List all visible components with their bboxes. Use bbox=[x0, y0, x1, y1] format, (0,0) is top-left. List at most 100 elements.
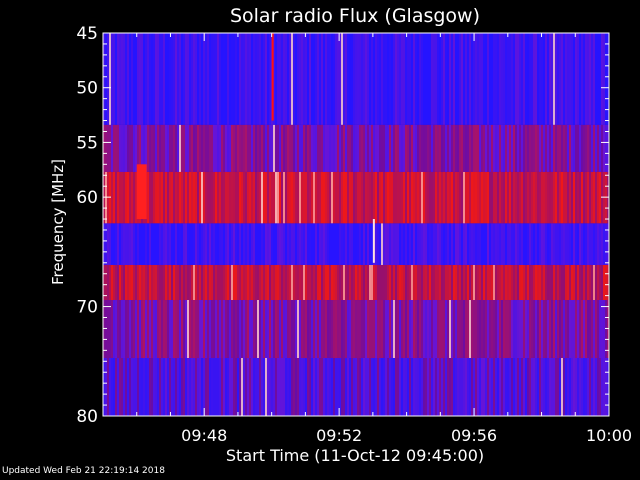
intensity-streak bbox=[371, 264, 373, 301]
intensity-streak bbox=[583, 223, 585, 265]
intensity-streak bbox=[299, 124, 301, 172]
intensity-streak bbox=[159, 223, 161, 265]
intensity-streak bbox=[335, 171, 337, 224]
intensity-streak bbox=[547, 171, 549, 224]
intensity-streak bbox=[105, 223, 107, 265]
intensity-streak bbox=[453, 223, 455, 265]
intensity-streak bbox=[439, 264, 441, 301]
intensity-streak bbox=[143, 358, 145, 416]
intensity-streak bbox=[219, 171, 221, 224]
intensity-streak bbox=[235, 223, 237, 265]
intensity-streak bbox=[563, 124, 565, 172]
intensity-streak bbox=[499, 300, 501, 359]
intensity-streak bbox=[561, 171, 563, 224]
intensity-streak bbox=[213, 358, 215, 416]
intensity-streak bbox=[345, 300, 347, 359]
intensity-streak bbox=[407, 124, 409, 172]
intensity-streak bbox=[219, 124, 221, 172]
intensity-streak bbox=[169, 223, 171, 265]
intensity-streak bbox=[395, 33, 397, 125]
intensity-streak bbox=[247, 264, 249, 301]
intensity-streak bbox=[595, 300, 597, 359]
intensity-streak bbox=[559, 124, 561, 172]
intensity-streak bbox=[199, 33, 201, 125]
intensity-streak bbox=[367, 171, 369, 224]
intensity-streak bbox=[443, 223, 445, 265]
intensity-streak bbox=[361, 264, 363, 301]
intensity-streak bbox=[165, 33, 167, 125]
intensity-streak bbox=[483, 171, 485, 224]
intensity-streak bbox=[261, 358, 263, 416]
intensity-streak bbox=[149, 124, 151, 172]
intensity-streak bbox=[167, 300, 169, 359]
intensity-streak bbox=[601, 171, 603, 224]
intensity-streak bbox=[491, 223, 493, 265]
intensity-streak bbox=[351, 124, 353, 172]
intensity-streak bbox=[141, 124, 143, 172]
intensity-streak bbox=[521, 124, 523, 172]
intensity-streak bbox=[441, 223, 443, 265]
intensity-streak bbox=[379, 358, 381, 416]
intensity-streak bbox=[503, 171, 505, 224]
intensity-streak bbox=[321, 171, 323, 224]
intensity-streak bbox=[595, 124, 597, 172]
intensity-streak bbox=[601, 300, 603, 359]
intensity-streak bbox=[571, 264, 573, 301]
intensity-streak bbox=[103, 33, 105, 125]
intensity-streak bbox=[411, 358, 413, 416]
intensity-streak bbox=[541, 33, 543, 125]
intensity-streak bbox=[155, 358, 157, 416]
intensity-streak bbox=[475, 171, 477, 224]
intensity-streak bbox=[173, 358, 175, 416]
intensity-streak bbox=[445, 358, 447, 416]
intensity-streak bbox=[133, 358, 135, 416]
intensity-streak bbox=[199, 358, 201, 416]
intensity-streak bbox=[287, 33, 289, 125]
intensity-streak bbox=[473, 171, 475, 224]
intensity-streak bbox=[123, 124, 125, 172]
intensity-streak bbox=[485, 33, 487, 125]
intensity-streak bbox=[485, 264, 487, 301]
intensity-streak bbox=[419, 264, 421, 301]
intensity-streak bbox=[301, 223, 303, 265]
intensity-streak bbox=[555, 264, 557, 301]
intensity-streak bbox=[491, 300, 493, 359]
intensity-streak bbox=[591, 124, 593, 172]
intensity-streak bbox=[543, 33, 545, 125]
intensity-streak bbox=[153, 33, 155, 125]
intensity-streak bbox=[107, 358, 109, 416]
intensity-streak bbox=[459, 33, 461, 125]
intensity-streak bbox=[327, 358, 329, 416]
intensity-streak bbox=[275, 300, 277, 359]
intensity-streak bbox=[145, 33, 147, 125]
intensity-streak bbox=[563, 264, 565, 301]
intensity-streak bbox=[227, 33, 229, 125]
intensity-streak bbox=[461, 171, 463, 224]
intensity-streak bbox=[401, 33, 403, 125]
intensity-streak bbox=[237, 171, 239, 224]
intensity-streak bbox=[573, 33, 575, 125]
frequency-band bbox=[103, 171, 609, 224]
intensity-streak bbox=[405, 124, 407, 172]
intensity-streak bbox=[199, 171, 201, 224]
intensity-streak bbox=[367, 264, 369, 301]
intensity-streak bbox=[321, 124, 323, 172]
intensity-streak bbox=[603, 124, 605, 172]
intensity-streak bbox=[433, 171, 435, 224]
intensity-streak bbox=[419, 223, 421, 265]
y-tick-label: 45 bbox=[76, 24, 98, 44]
intensity-streak bbox=[423, 358, 425, 416]
intensity-streak bbox=[549, 300, 551, 359]
intensity-streak bbox=[203, 264, 205, 301]
intensity-streak bbox=[519, 264, 521, 301]
intensity-streak bbox=[557, 300, 559, 359]
intensity-streak bbox=[603, 33, 605, 125]
intensity-streak bbox=[445, 223, 447, 265]
intensity-streak bbox=[367, 358, 369, 416]
intensity-streak bbox=[225, 300, 227, 359]
intensity-streak bbox=[339, 33, 341, 125]
intensity-streak bbox=[439, 171, 441, 224]
intensity-streak bbox=[571, 124, 573, 172]
intensity-streak bbox=[349, 33, 351, 125]
intensity-streak bbox=[521, 223, 523, 265]
